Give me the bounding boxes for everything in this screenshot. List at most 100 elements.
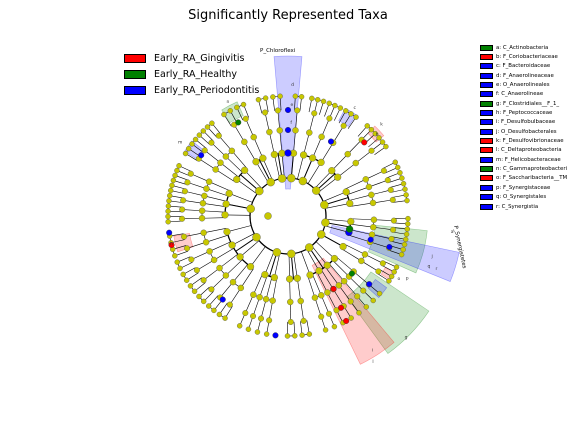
tree-node [344, 150, 351, 158]
tree-node [250, 313, 257, 320]
tree-node [326, 115, 333, 122]
tree-node [368, 126, 375, 133]
tree-node [179, 215, 186, 222]
tree-node [337, 105, 344, 111]
clade-key-entry-r: r: C_Synergistia [480, 202, 567, 211]
tree-node [403, 231, 410, 237]
branch-line [349, 229, 373, 235]
branch-line [369, 241, 390, 249]
tree-node [300, 317, 307, 324]
branch-line [338, 285, 351, 302]
tree-node [294, 107, 301, 114]
tree-node [386, 278, 392, 284]
branch-line [240, 268, 254, 289]
branch-line [341, 248, 362, 262]
tree-node [169, 182, 175, 189]
clade-letter-d: d [291, 82, 294, 88]
branch-line [231, 150, 248, 169]
tree-node-colored [168, 242, 175, 249]
clade-key-label: o: F_Saccharibacteria__TM [496, 175, 568, 182]
branch-line [331, 153, 348, 171]
tree-node [370, 216, 378, 223]
tree-node [216, 264, 223, 272]
tree-node [165, 219, 171, 225]
clade-key-entry-p: p: F_Synergistaceae [480, 183, 567, 192]
clade-key-label: b: F_Coriobacteriaceae [496, 54, 558, 61]
clade-letter-e: e [290, 103, 293, 108]
tree-node-colored [343, 317, 350, 324]
tree-node [270, 94, 276, 100]
clade-key-swatch [480, 184, 493, 191]
tree-node [393, 264, 400, 270]
tree-node [250, 291, 257, 298]
tree-node [184, 179, 191, 186]
branch-line [236, 179, 258, 195]
tree-node [254, 329, 261, 335]
branch-line [203, 267, 220, 281]
tree-node [263, 331, 270, 337]
clade-key-entry-l: l: C_Deltaproteobacteria [480, 146, 567, 155]
branch-line [348, 276, 364, 291]
tree-node [320, 200, 329, 210]
tree-node [236, 323, 243, 329]
branch-line [203, 227, 227, 234]
tree-node-colored [235, 119, 242, 126]
branch-line [198, 158, 216, 170]
branch-line [204, 195, 227, 202]
tree-node [200, 277, 207, 284]
branch-line [303, 132, 310, 156]
tree-node [176, 163, 182, 169]
tree-node [182, 150, 189, 157]
branch-line [277, 110, 281, 131]
branch-line [262, 158, 274, 182]
tree-node [168, 187, 174, 194]
tree-node [222, 153, 230, 160]
tree-node [241, 138, 248, 146]
branch-line [301, 251, 311, 276]
tree-node [287, 173, 296, 183]
tree-node [226, 301, 233, 308]
tree-node [399, 175, 405, 181]
clade-key-label: n: C_Gammaproteobacteri [496, 166, 568, 173]
tree-node [183, 277, 190, 283]
tree-node [165, 203, 172, 209]
tree-node [347, 217, 355, 226]
tree-node [250, 133, 257, 141]
tree-node [299, 332, 305, 338]
branch-line [364, 254, 383, 264]
tree-node [356, 310, 362, 316]
tree-node-colored [198, 152, 205, 159]
tree-node [364, 123, 370, 129]
clade-key-swatch [480, 54, 493, 61]
clade-letter-b: b [376, 132, 379, 138]
branch-line [350, 218, 374, 221]
tree-node [321, 218, 330, 227]
tree-node [340, 122, 347, 129]
branch-line [320, 295, 330, 314]
branch-line [347, 186, 370, 195]
clade-key-label: j: O_Desulfobacterales [496, 128, 557, 135]
tree-node [348, 111, 354, 117]
branch-line [272, 277, 278, 301]
tree-node [221, 211, 229, 219]
branch-line [347, 234, 371, 243]
tree-node [335, 282, 343, 289]
tree-node [270, 150, 278, 159]
tree-node [217, 159, 224, 166]
tree-node [379, 139, 386, 145]
clade-key-label: m: F_Helicobacteraceae [496, 156, 561, 163]
tree-node [174, 167, 180, 174]
tree-node [380, 167, 387, 174]
clade-key-label: k: F_Desulfovibrionaceae [496, 138, 564, 145]
branch-line [368, 179, 388, 188]
tree-node [315, 97, 321, 103]
branch-line [184, 190, 205, 197]
clade-key-label: q: O_Synergistales [496, 194, 547, 201]
tree-node [397, 170, 403, 176]
branch-line [314, 170, 332, 189]
tree-node [237, 284, 245, 292]
branch-line [250, 246, 266, 267]
tree-node [206, 248, 213, 255]
branch-line [219, 281, 234, 298]
tree-node [389, 196, 396, 203]
